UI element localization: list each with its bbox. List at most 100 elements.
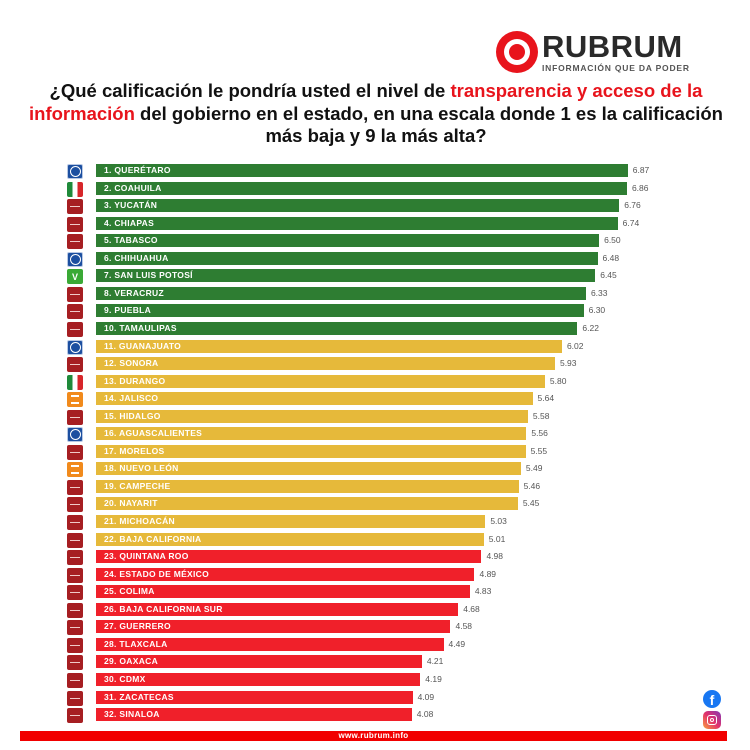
chart-row: 2. COAHUILA 6.86: [0, 181, 750, 197]
morena-party-logo-icon: [67, 602, 83, 618]
morena-party-logo-icon: [67, 199, 83, 215]
bar-label: 18. NUEVO LEÓN: [104, 463, 179, 474]
morena-party-logo-icon: [67, 532, 83, 548]
bar-label: 19. CAMPECHE: [104, 480, 171, 491]
value-label: 5.46: [523, 480, 541, 491]
value-label: 6.22: [582, 322, 599, 333]
value-label: 4.98: [486, 551, 503, 562]
bar-label: 27. GUERRERO: [104, 621, 171, 632]
pri-party-logo-icon: [67, 374, 83, 390]
bar: 19. CAMPECHE: [96, 479, 519, 493]
bar-label: 3. YUCATÁN: [104, 200, 158, 211]
bar-label: 11. GUANAJUATO: [104, 340, 182, 351]
value-label: 4.58: [455, 621, 473, 632]
bar-label: 2. COAHUILA: [104, 182, 162, 193]
chart-row: 25. COLIMA 4.83: [0, 585, 750, 601]
chart-row: 11. GUANAJUATO 6.02: [0, 339, 750, 355]
bar-label: 29. OAXACA: [104, 656, 159, 667]
bar: 31. ZACATECAS: [96, 690, 413, 704]
chart-row: 5. TABASCO 6.50: [0, 234, 750, 250]
value-label: 6.86: [631, 182, 649, 193]
bar-label: 16. AGUASCALIENTES: [104, 428, 203, 439]
facebook-icon[interactable]: f: [703, 690, 721, 708]
morena-party-logo-icon: [67, 515, 83, 530]
chart-row: 26. BAJA CALIFORNIA SUR 4.68: [0, 602, 750, 618]
morena-party-logo-icon: [67, 357, 83, 373]
chart-row: 18. NUEVO LEÓN 5.49: [0, 462, 750, 478]
value-label: 5.80: [549, 375, 567, 386]
chart-row: 17. MORELOS 5.55: [0, 444, 750, 460]
chart-row: 30. CDMX 4.19: [0, 672, 750, 688]
value-label: 6.30: [588, 305, 606, 316]
bar: 12. SONORA: [96, 357, 555, 371]
pan-party-logo-icon: [67, 251, 83, 267]
value-label: 5.56: [531, 428, 548, 439]
bar-label: 1. QUERÉTARO: [104, 165, 171, 175]
chart-row: 1. QUERÉTARO 6.87: [0, 164, 750, 179]
footer-website[interactable]: www.rubrum.info: [20, 731, 727, 741]
bar: 7. SAN LUIS POTOSÍ: [96, 269, 596, 283]
bar: 16. AGUASCALIENTES: [96, 427, 527, 441]
mc-party-logo-icon: [67, 462, 83, 478]
verde-party-logo-icon: [67, 269, 83, 285]
bar-label: 10. TAMAULIPAS: [104, 322, 177, 333]
chart-row: 19. CAMPECHE 5.46: [0, 479, 750, 495]
bar-label: 15. HIDALGO: [104, 410, 161, 421]
pri-party-logo-icon: [67, 181, 83, 197]
chart-row: 15. HIDALGO 5.58: [0, 409, 750, 425]
bar-label: 20. NAYARIT: [104, 498, 158, 509]
bar: 18. NUEVO LEÓN: [96, 462, 521, 476]
bar-label: 9. PUEBLA: [104, 305, 152, 316]
bar: 4. CHIAPAS: [96, 216, 618, 230]
morena-party-logo-icon: [67, 672, 83, 688]
bar-label: 23. QUINTANA ROO: [104, 551, 189, 562]
value-label: 6.02: [566, 340, 584, 351]
value-label: 6.87: [632, 165, 650, 175]
bar: 26. BAJA CALIFORNIA SUR: [96, 602, 459, 616]
morena-party-logo-icon: [67, 708, 83, 724]
title-text-end: del gobierno en el estado, en una escala…: [134, 102, 723, 147]
morena-party-logo-icon: [67, 234, 83, 250]
bar: 20. NAYARIT: [96, 497, 518, 511]
bar: 11. GUANAJUATO: [96, 339, 562, 353]
title-text: ¿Qué calificación le pondría usted el ni…: [49, 80, 451, 101]
morena-party-logo-icon: [67, 585, 83, 601]
bar: 25. COLIMA: [96, 585, 470, 599]
bar-label: 32. SINALOA: [104, 709, 160, 720]
value-label: 4.19: [425, 673, 442, 684]
chart-row: 6. CHIHUAHUA 6.48: [0, 251, 750, 267]
bar-label: 7. SAN LUIS POTOSÍ: [104, 270, 193, 281]
chart-row: 4. CHIAPAS 6.74: [0, 216, 750, 232]
value-label: 4.21: [426, 656, 444, 667]
bar: 29. OAXACA: [96, 655, 422, 669]
chart-row: 10. TAMAULIPAS 6.22: [0, 321, 750, 337]
bar-label: 22. BAJA CALIFORNIA: [104, 533, 202, 544]
instagram-icon[interactable]: [703, 711, 721, 729]
bar-label: 8. VERACRUZ: [104, 287, 164, 298]
bar: 1. QUERÉTARO: [96, 164, 628, 177]
chart-row: 9. PUEBLA 6.30: [0, 304, 750, 320]
chart-row: 31. ZACATECAS 4.09: [0, 690, 750, 706]
bar: 5. TABASCO: [96, 234, 600, 248]
bar: 2. COAHUILA: [96, 181, 627, 195]
value-label: 4.09: [417, 691, 435, 702]
morena-party-logo-icon: [67, 690, 83, 706]
bar-label: 6. CHIHUAHUA: [104, 252, 169, 263]
chart-row: 16. AGUASCALIENTES 5.56: [0, 427, 750, 443]
bar: 27. GUERRERO: [96, 620, 451, 634]
bar: 10. TAMAULIPAS: [96, 321, 578, 335]
value-label: 5.45: [522, 498, 540, 509]
bar-label: 28. TLAXCALA: [104, 638, 168, 649]
morena-party-logo-icon: [67, 637, 83, 653]
bar: 13. DURANGO: [96, 374, 545, 388]
bar: 14. JALISCO: [96, 392, 533, 406]
chart-row: 13. DURANGO 5.80: [0, 374, 750, 390]
value-label: 4.49: [448, 638, 466, 649]
pan-party-logo-icon: [67, 164, 83, 179]
morena-party-logo-icon: [67, 321, 83, 337]
bar-label: 30. CDMX: [104, 673, 146, 684]
value-label: 6.76: [624, 200, 641, 211]
bar-label: 5. TABASCO: [104, 235, 158, 246]
value-label: 5.93: [559, 358, 577, 369]
chart-row: 12. SONORA 5.93: [0, 357, 750, 373]
